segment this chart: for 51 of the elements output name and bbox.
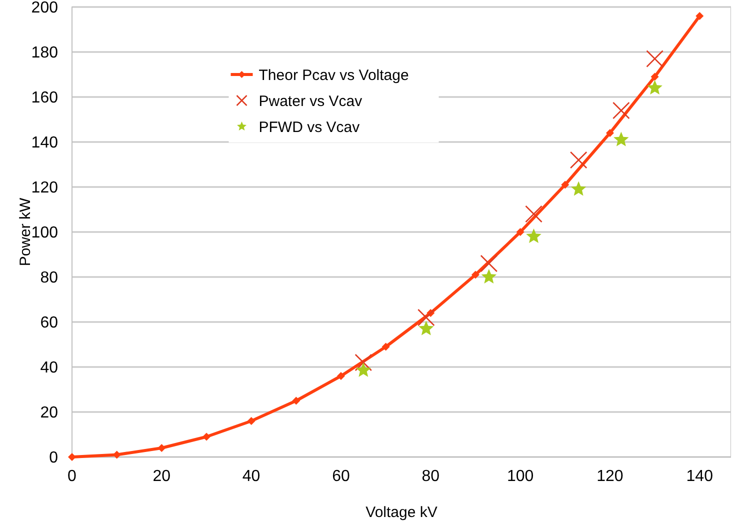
y-tick-label: 40	[40, 360, 58, 377]
point	[356, 362, 372, 377]
y-tick-label: 160	[31, 90, 58, 107]
point	[646, 50, 664, 68]
x-tick-label: 0	[68, 468, 77, 485]
legend-label: Pwater vs Vcav	[258, 92, 363, 110]
point	[471, 270, 480, 279]
legend-label: Theor Pcav vs Voltage	[258, 66, 409, 84]
x-tick-label: 120	[596, 468, 624, 485]
point	[481, 269, 497, 284]
point	[570, 151, 588, 169]
point	[525, 205, 542, 223]
y-tick-label: 20	[40, 404, 58, 422]
x-axis-title: Voltage kV	[366, 504, 438, 521]
point	[336, 372, 345, 380]
x-tick-label: 100	[506, 468, 534, 485]
point	[382, 342, 390, 351]
point	[561, 180, 570, 189]
y-tick-label: 100	[31, 224, 58, 242]
y-tick-label: 0	[49, 450, 58, 467]
y-tick-label: 180	[31, 44, 58, 62]
point	[480, 254, 498, 272]
point	[247, 417, 256, 425]
y-tick-label: 60	[40, 314, 58, 332]
point	[647, 80, 662, 94]
x-tick-label: 80	[422, 468, 440, 485]
x-tick-label: 40	[242, 468, 260, 485]
point	[418, 320, 434, 336]
point	[650, 72, 659, 81]
point	[606, 129, 614, 137]
point	[418, 308, 435, 326]
point	[516, 228, 524, 236]
point	[570, 181, 586, 196]
point	[526, 228, 542, 243]
point	[696, 12, 704, 20]
x-tick-label: 140	[686, 468, 714, 485]
point	[612, 102, 630, 120]
point	[292, 396, 300, 405]
x-tick-label: 60	[332, 468, 350, 485]
point	[614, 132, 629, 146]
legend-label: PFWD vs Vcav	[258, 118, 360, 136]
x-tick-label: 20	[152, 468, 171, 485]
y-tick-label: 80	[40, 270, 58, 287]
point	[354, 354, 372, 372]
point	[68, 453, 76, 461]
y-tick-label: 200	[31, 0, 58, 17]
y-axis-title: Power kW	[17, 196, 34, 266]
point	[202, 432, 210, 441]
y-tick-label: 140	[31, 134, 58, 152]
y-tick-label: 120	[31, 180, 58, 197]
point	[158, 444, 166, 452]
